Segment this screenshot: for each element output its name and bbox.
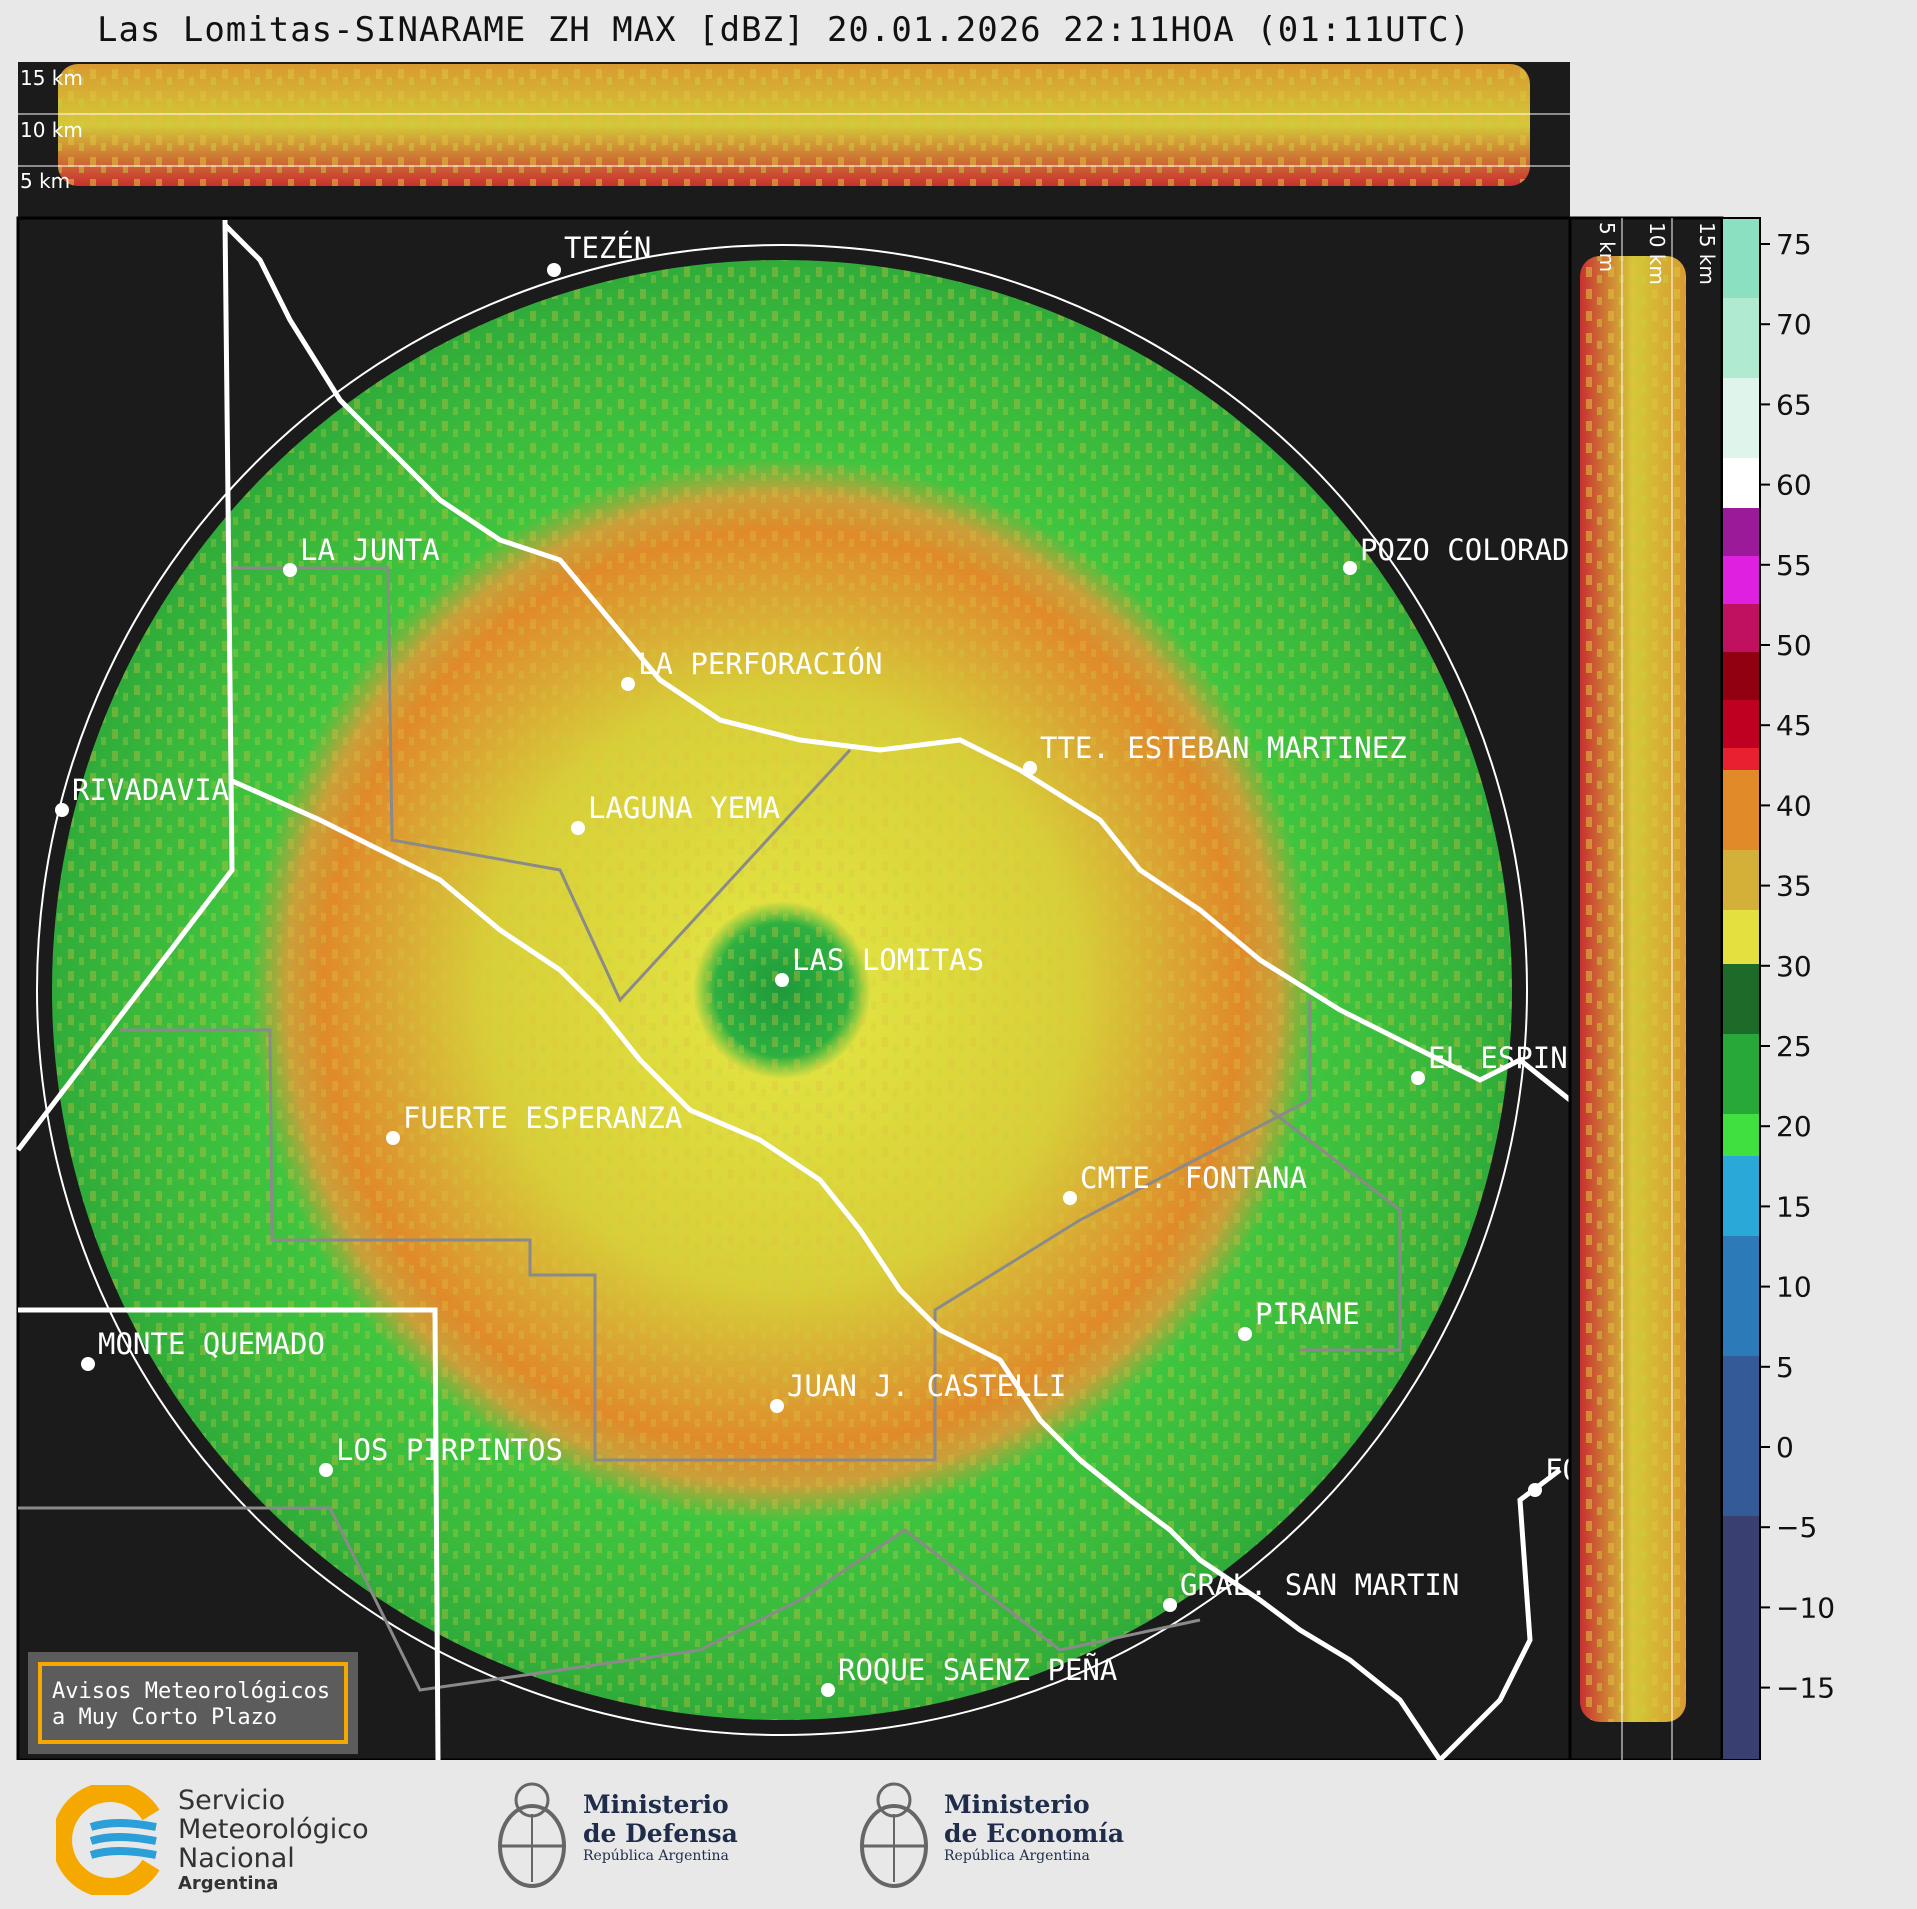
top-label-5km: 5 km xyxy=(20,169,70,193)
place-rivadavia: RIVADAVIA xyxy=(72,773,229,807)
place-roque-saenz-pena: ROQUE SAENZ PEÑA xyxy=(838,1653,1117,1687)
economia-line-3: República Argentina xyxy=(944,1848,1090,1864)
top-label-15km: 15 km xyxy=(20,66,83,90)
smn-logo-icon xyxy=(56,1785,160,1895)
place-fuerte-esperanza: FUERTE ESPERANZA xyxy=(403,1101,682,1135)
colorbar-tick-label: 15 xyxy=(1776,1190,1812,1223)
economia-line-1: Ministerio xyxy=(944,1790,1090,1819)
place-tte-esteban-martinez: TTE. ESTEBAN MARTINEZ xyxy=(1040,731,1407,765)
side-label-15km: 15 km xyxy=(1695,222,1719,285)
smn-line-4: Argentina xyxy=(178,1873,279,1894)
smn-line-2: Meteorológico xyxy=(178,1814,369,1845)
side-label-10km: 10 km xyxy=(1645,222,1669,285)
colorbar-tick-label: 35 xyxy=(1776,870,1812,903)
colorbar-tick-label: 25 xyxy=(1776,1030,1812,1063)
colorbar-tick-label: 65 xyxy=(1776,388,1812,421)
smn-line-1: Servicio xyxy=(178,1785,286,1816)
place-tezen: TEZÉN xyxy=(564,231,651,265)
colorbar-tick-label: 55 xyxy=(1776,549,1812,582)
map-title: Las Lomitas-SINARAME ZH MAX [dBZ] 20.01.… xyxy=(96,10,1472,50)
place-las-lomitas: LAS LOMITAS xyxy=(792,943,984,977)
place-gral-san-martin: GRAL. SAN MARTIN xyxy=(1180,1568,1459,1602)
top-cross-section-panel: 15 km 10 km 5 km xyxy=(18,62,1570,218)
colorbar-tick-label: 0 xyxy=(1776,1431,1794,1464)
colorbar-tick-label: 75 xyxy=(1776,228,1812,261)
colorbar-tick-label: 20 xyxy=(1776,1110,1812,1143)
coat-of-arms-icon xyxy=(498,1782,566,1888)
colorbar-tick-label: 60 xyxy=(1776,469,1812,502)
place-pozo-colorado: POZO COLORADO xyxy=(1360,533,1587,567)
place-juan-j-castelli: JUAN J. CASTELLI xyxy=(787,1369,1066,1403)
main-map-panel xyxy=(16,216,1572,1760)
defensa-line-1: Ministerio xyxy=(583,1790,729,1819)
colorbar-tick-label: 50 xyxy=(1776,629,1812,662)
colorbar-tick-label: 5 xyxy=(1776,1351,1794,1384)
place-laguna-yema: LAGUNA YEMA xyxy=(588,791,780,825)
defensa-line-2: de Defensa xyxy=(583,1819,738,1848)
side-label-5km: 5 km xyxy=(1595,222,1619,272)
defensa-line-3: República Argentina xyxy=(583,1848,729,1864)
colorbar-tick-label: −15 xyxy=(1776,1672,1835,1705)
place-monte-quemado: MONTE QUEMADO xyxy=(98,1327,325,1361)
alert-box[interactable]: Avisos Meteorológicos a Muy Corto Plazo xyxy=(28,1652,358,1754)
place-los-pirpintos: LOS PIRPINTOS xyxy=(336,1433,563,1467)
smn-line-3: Nacional xyxy=(178,1843,295,1874)
alert-line-1: Avisos Meteorológicos xyxy=(52,1679,330,1704)
footer: Servicio Meteorológico Nacional Argentin… xyxy=(0,1760,1917,1909)
economia-line-2: de Economía xyxy=(944,1819,1125,1848)
colorbar-tick-label: −5 xyxy=(1776,1511,1817,1544)
place-cmte-fontana: CMTE. FONTANA xyxy=(1080,1161,1307,1195)
top-label-10km: 10 km xyxy=(20,118,83,142)
radar-map: 15 km 10 km 5 km TEZÉN LA JUNTA POZO COL… xyxy=(16,62,1835,1760)
side-cross-section-panel: 5 km 10 km 15 km xyxy=(1568,216,1724,1760)
colorbar-tick-label: −10 xyxy=(1776,1591,1835,1624)
colorbar-tick-label: 10 xyxy=(1776,1271,1812,1304)
place-pirane: PIRANE xyxy=(1255,1297,1360,1331)
place-la-junta: LA JUNTA xyxy=(300,533,440,567)
colorbar-tick-label: 30 xyxy=(1776,950,1812,983)
place-la-perforacion: LA PERFORACIÓN xyxy=(638,647,882,681)
colorbar-tick-label: 45 xyxy=(1776,709,1812,742)
place-markers: TEZÉN LA JUNTA POZO COLORADO LA PERFORAC… xyxy=(55,231,1667,1697)
colorbar-tick-label: 70 xyxy=(1776,308,1812,341)
alert-line-2: a Muy Corto Plazo xyxy=(52,1705,277,1730)
colorbar-tick-label: 40 xyxy=(1776,789,1812,822)
coat-of-arms-icon xyxy=(860,1782,928,1888)
